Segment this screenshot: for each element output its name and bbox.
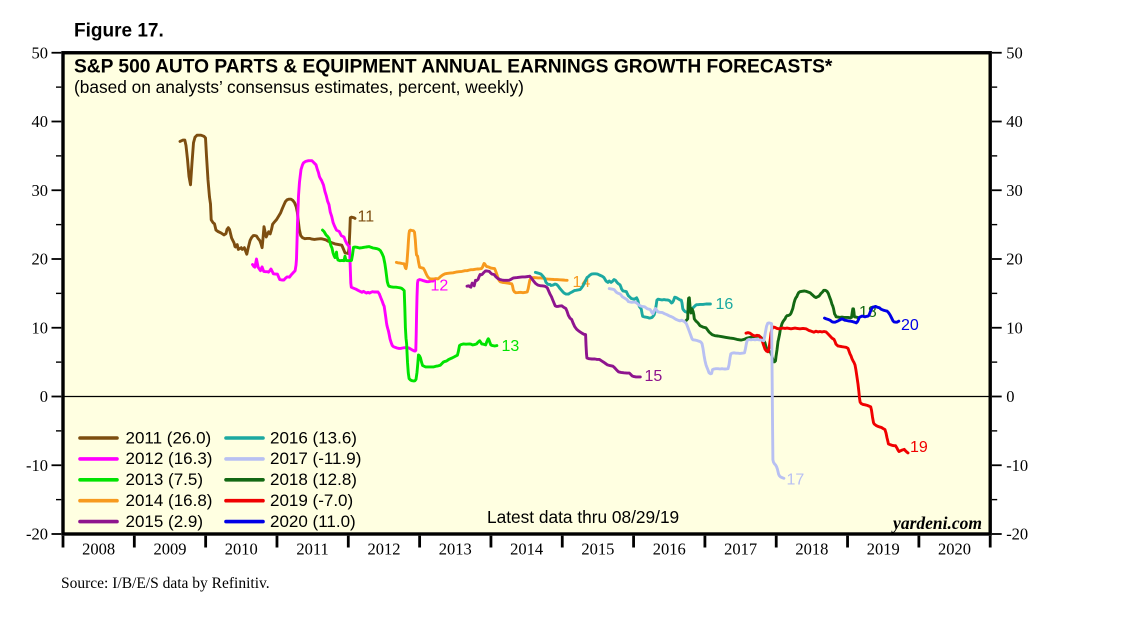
svg-text:0: 0 <box>1006 387 1014 406</box>
svg-text:10: 10 <box>32 318 49 337</box>
svg-text:2012 (16.3): 2012 (16.3) <box>126 449 213 468</box>
svg-text:Source: I/B/E/S data by Refini: Source: I/B/E/S data by Refinitiv. <box>61 575 270 592</box>
svg-text:2018: 2018 <box>795 540 828 559</box>
svg-text:Latest data thru 08/29/19: Latest data thru 08/29/19 <box>487 507 679 527</box>
svg-text:19: 19 <box>910 439 928 456</box>
svg-text:30: 30 <box>1006 181 1023 200</box>
svg-text:2011 (26.0): 2011 (26.0) <box>126 428 212 447</box>
svg-text:0: 0 <box>40 387 48 406</box>
svg-text:2013: 2013 <box>439 540 472 559</box>
svg-text:2008: 2008 <box>82 540 115 559</box>
svg-text:2015: 2015 <box>581 540 614 559</box>
svg-text:20: 20 <box>901 317 919 334</box>
svg-text:-10: -10 <box>1006 456 1028 475</box>
svg-text:2019: 2019 <box>867 540 900 559</box>
svg-text:(based on analysts’ consensus: (based on analysts’ consensus estimates,… <box>74 77 524 97</box>
svg-text:2018 (12.8): 2018 (12.8) <box>270 470 357 489</box>
svg-text:13: 13 <box>502 338 520 355</box>
svg-text:-10: -10 <box>26 456 48 475</box>
svg-text:40: 40 <box>32 112 49 131</box>
svg-text:2020 (11.0): 2020 (11.0) <box>270 512 356 531</box>
svg-text:-20: -20 <box>1006 525 1028 544</box>
svg-text:2014: 2014 <box>510 540 543 559</box>
svg-text:S&P 500 AUTO PARTS & EQUIPMENT: S&P 500 AUTO PARTS & EQUIPMENT ANNUAL EA… <box>74 56 833 77</box>
svg-text:50: 50 <box>32 43 49 62</box>
svg-text:2019 (-7.0): 2019 (-7.0) <box>270 491 353 510</box>
svg-text:50: 50 <box>1006 43 1023 62</box>
svg-text:2016 (13.6): 2016 (13.6) <box>270 428 357 447</box>
svg-text:17: 17 <box>787 472 805 489</box>
svg-text:10: 10 <box>1006 318 1023 337</box>
svg-text:-20: -20 <box>26 525 48 544</box>
svg-text:2011: 2011 <box>296 540 328 559</box>
svg-text:2020: 2020 <box>938 540 971 559</box>
svg-text:2017: 2017 <box>724 540 757 559</box>
svg-text:2016: 2016 <box>653 540 686 559</box>
svg-text:40: 40 <box>1006 112 1023 131</box>
svg-text:12: 12 <box>431 278 449 295</box>
svg-text:2012: 2012 <box>367 540 400 559</box>
svg-text:15: 15 <box>645 368 663 385</box>
svg-text:2017 (-11.9): 2017 (-11.9) <box>270 449 361 468</box>
svg-text:30: 30 <box>32 181 49 200</box>
svg-text:20: 20 <box>32 250 49 269</box>
svg-text:2009: 2009 <box>153 540 186 559</box>
svg-text:2015 (2.9): 2015 (2.9) <box>126 512 204 531</box>
svg-text:Figure 17.: Figure 17. <box>74 21 164 42</box>
svg-text:yardeni.com: yardeni.com <box>891 513 982 533</box>
svg-text:16: 16 <box>716 296 734 313</box>
svg-text:20: 20 <box>1006 250 1023 269</box>
svg-text:2013 (7.5): 2013 (7.5) <box>126 470 204 489</box>
svg-text:2014 (16.8): 2014 (16.8) <box>126 491 213 510</box>
svg-text:2010: 2010 <box>225 540 258 559</box>
svg-text:11: 11 <box>358 209 375 226</box>
